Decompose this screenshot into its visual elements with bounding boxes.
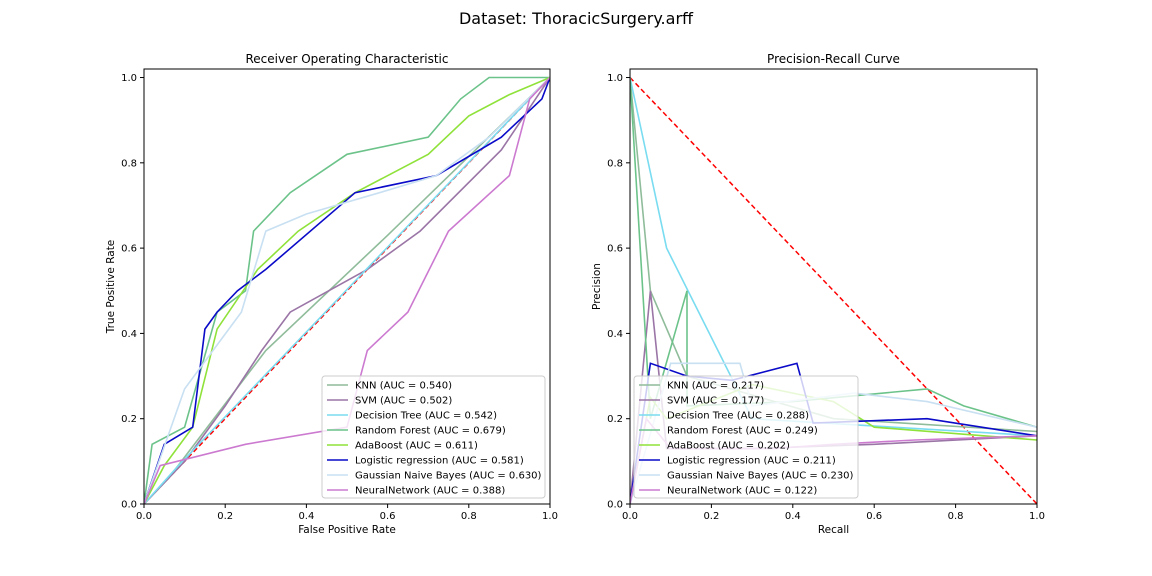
roc-x-tick-label: 0.6 bbox=[380, 511, 396, 522]
pr-axes-frame bbox=[629, 68, 1038, 505]
pr-legend-label-6: Gaussian Naive Bayes (AUC = 0.230) bbox=[667, 471, 854, 482]
roc-x-axis-label: False Positive Rate bbox=[298, 524, 396, 536]
pr-x-tick-label: 0.6 bbox=[866, 511, 882, 522]
roc-legend: KNN (AUC = 0.540) SVM (AUC = 0.502) Decisi… bbox=[321, 375, 546, 499]
roc-legend-label-2: Decision Tree (AUC = 0.542) bbox=[355, 411, 497, 422]
roc-y-tick-label: 0.0 bbox=[121, 500, 137, 511]
pr-x-tick-label: 0.0 bbox=[622, 511, 638, 522]
roc-y-tick-label: 0.2 bbox=[121, 414, 137, 425]
pr-series-line-5 bbox=[630, 362, 1037, 504]
roc-y-axis-label: True Positive Rate bbox=[105, 240, 117, 335]
pr-series-line-3 bbox=[630, 77, 1037, 428]
roc-title: Receiver Operating Characteristic bbox=[245, 52, 448, 66]
roc-legend-label-7: NeuralNetwork (AUC = 0.388) bbox=[355, 486, 505, 497]
roc-legend-label-4: AdaBoost (AUC = 0.611) bbox=[355, 441, 478, 452]
pr-y-tick-label: 1.0 bbox=[607, 73, 623, 84]
pr-y-tick-label: 0.4 bbox=[607, 329, 623, 340]
pr-x-tick-label: 0.4 bbox=[785, 511, 801, 522]
roc-legend-label-5: Logistic regression (AUC = 0.581) bbox=[355, 456, 524, 467]
roc-legend-box bbox=[321, 375, 546, 499]
roc-series-line-7 bbox=[144, 76, 550, 504]
pr-y-tick-label: 0.0 bbox=[607, 500, 623, 511]
roc-y-tick-label: 0.4 bbox=[121, 329, 137, 340]
roc-axes-frame bbox=[143, 68, 551, 505]
figure-suptitle: Dataset: ThoracicSurgery.arff bbox=[459, 9, 694, 28]
pr-legend-label-3: Random Forest (AUC = 0.249) bbox=[667, 426, 818, 437]
pr-y-tick-label: 0.8 bbox=[607, 158, 623, 169]
roc-x-tick-label: 0.0 bbox=[136, 511, 152, 522]
roc-y-tick-label: 0.8 bbox=[121, 158, 137, 169]
pr-y-tick-label: 0.6 bbox=[607, 244, 623, 255]
roc-panel: Receiver Operating Characteristic 0.0 0.2 0… bbox=[105, 52, 558, 536]
pr-x-axis-label: Recall bbox=[818, 524, 849, 536]
pr-legend-label-5: Logistic regression (AUC = 0.211) bbox=[667, 456, 836, 467]
roc-series-line-2 bbox=[144, 76, 550, 504]
roc-series-line-4 bbox=[144, 76, 550, 504]
pr-x-tick-label: 0.2 bbox=[703, 511, 719, 522]
pr-legend-label-2: Decision Tree (AUC = 0.288) bbox=[667, 411, 809, 422]
pr-x-tick-label: 1.0 bbox=[1029, 511, 1045, 522]
roc-x-tick-label: 0.4 bbox=[298, 511, 314, 522]
roc-y-tick-label: 0.6 bbox=[121, 244, 137, 255]
roc-x-tick-label: 0.8 bbox=[461, 511, 477, 522]
pr-y-tick-label: 0.2 bbox=[607, 414, 623, 425]
roc-x-tick-label: 1.0 bbox=[542, 511, 558, 522]
pr-legend-box bbox=[633, 375, 859, 499]
pr-y-axis-label: Precision bbox=[591, 263, 603, 310]
pr-series-line-2 bbox=[630, 77, 1037, 437]
roc-y-tick-label: 1.0 bbox=[121, 73, 137, 84]
pr-reference-line bbox=[630, 77, 1037, 504]
roc-series-line-6 bbox=[144, 76, 550, 504]
roc-legend-label-6: Gaussian Naive Bayes (AUC = 0.630) bbox=[355, 471, 542, 482]
roc-x-tick-label: 0.2 bbox=[217, 511, 233, 522]
pr-panel: Precision-Recall Curve 0.0 0.2 0.4 0.6 0.8 1.0… bbox=[591, 52, 1045, 536]
pr-legend-label-7: NeuralNetwork (AUC = 0.122) bbox=[667, 486, 817, 497]
pr-legend-label-0: KNN (AUC = 0.217) bbox=[667, 381, 764, 392]
pr-legend: KNN (AUC = 0.217) SVM (AUC = 0.177) Decisi… bbox=[633, 375, 859, 499]
pr-x-tick-label: 0.8 bbox=[948, 511, 964, 522]
roc-series-line-1 bbox=[144, 77, 550, 504]
roc-legend-label-1: SVM (AUC = 0.502) bbox=[355, 396, 452, 407]
pr-legend-label-4: AdaBoost (AUC = 0.202) bbox=[667, 441, 790, 452]
roc-legend-label-3: Random Forest (AUC = 0.679) bbox=[355, 426, 506, 437]
roc-series-line-3 bbox=[144, 76, 550, 504]
pr-title: Precision-Recall Curve bbox=[767, 52, 900, 66]
roc-legend-label-0: KNN (AUC = 0.540) bbox=[355, 381, 452, 392]
pr-legend-label-1: SVM (AUC = 0.177) bbox=[667, 396, 764, 407]
